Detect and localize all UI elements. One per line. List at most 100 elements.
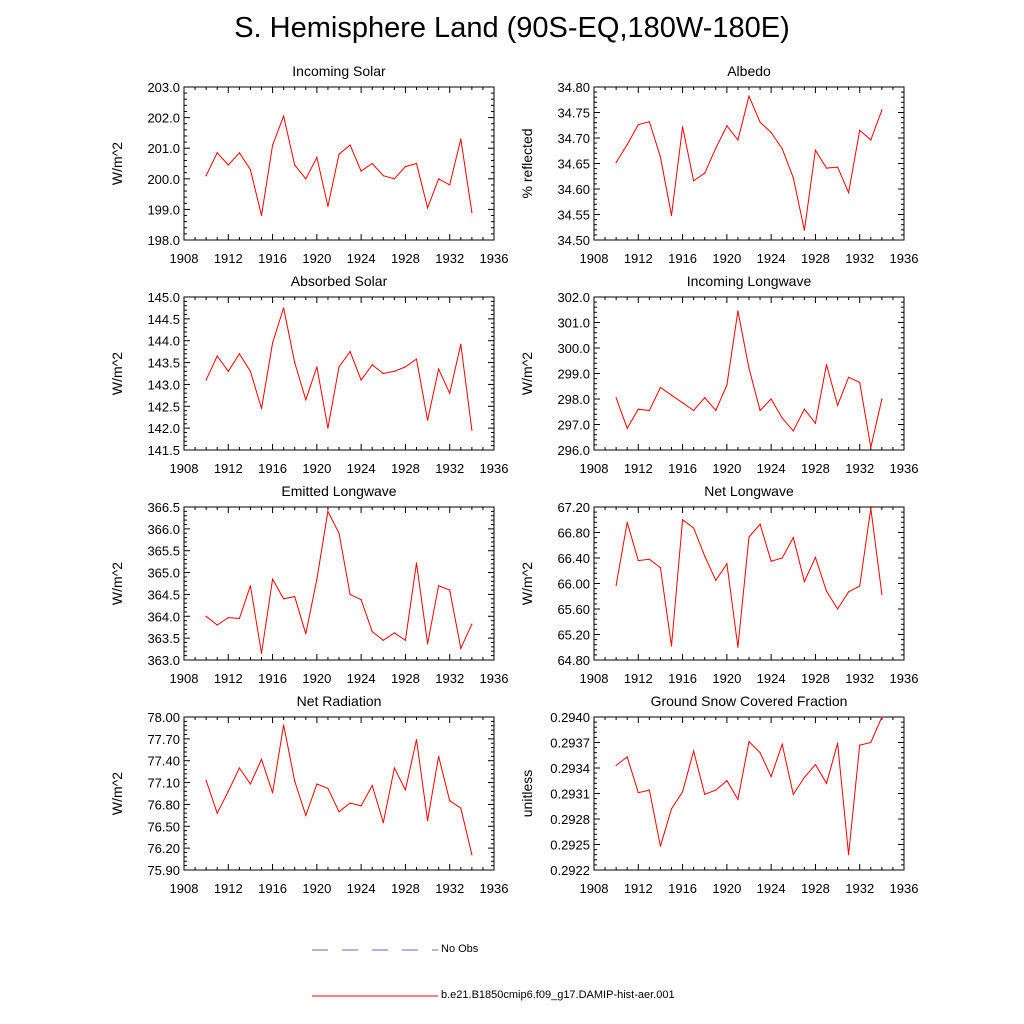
data-point — [859, 381, 861, 384]
panel-net-radiation: Net Radiation W/m^2 1908 1912 1916 1920 1924 19… — [109, 693, 508, 896]
data-point — [305, 178, 307, 180]
data-point — [205, 379, 207, 381]
data-point — [748, 741, 750, 743]
data-point — [393, 370, 395, 372]
data-point — [681, 402, 684, 404]
data-point — [870, 139, 872, 141]
data-point — [305, 399, 307, 401]
y-tick-label: 34.60 — [557, 182, 590, 197]
y-axis-label: W/m^2 — [519, 562, 535, 605]
data-point — [781, 148, 783, 150]
x-tick-label: 1936 — [890, 881, 919, 896]
data-point — [737, 798, 739, 801]
x-tick-label: 1936 — [480, 671, 509, 686]
x-tick-label: 1908 — [170, 671, 199, 686]
data-point — [460, 138, 462, 140]
data-point — [848, 191, 850, 194]
data-point — [781, 557, 783, 559]
data-point — [748, 367, 750, 369]
y-axis-label: W/m^2 — [519, 352, 535, 395]
data-point — [404, 789, 407, 791]
data-point — [216, 152, 218, 154]
y-tick-label: 77.70 — [147, 732, 180, 747]
x-tick-label: 1924 — [347, 671, 376, 686]
x-tick-label: 1916 — [258, 671, 287, 686]
panel-incoming-longwave: Incoming Longwave W/m^2 1908 1912 1916 1920 19… — [519, 273, 918, 476]
data-point — [637, 124, 639, 126]
data-point — [693, 180, 695, 182]
y-tick-label: 302.0 — [557, 290, 590, 305]
data-point — [327, 427, 329, 429]
x-tick-label: 1908 — [170, 251, 199, 266]
data-point — [792, 177, 794, 179]
y-tick-label: 300.0 — [557, 341, 590, 356]
panel-title: Net Radiation — [297, 693, 382, 709]
data-point — [726, 780, 728, 782]
x-tick-label: 1912 — [214, 881, 243, 896]
panel-title: Net Longwave — [704, 483, 794, 499]
data-point — [294, 164, 296, 166]
data-point — [848, 854, 850, 856]
data-point — [449, 392, 451, 394]
x-tick-label: 1916 — [668, 251, 697, 266]
panel-title: Emitted Longwave — [281, 483, 396, 499]
data-point — [615, 161, 617, 164]
y-tick-label: 145.0 — [147, 290, 180, 305]
data-point — [294, 780, 296, 782]
y-tick-label: 34.70 — [557, 131, 590, 146]
y-tick-label: 64.80 — [557, 653, 590, 668]
x-tick-label: 1932 — [435, 251, 464, 266]
y-axis-label: W/m^2 — [109, 562, 125, 605]
data-point — [681, 126, 684, 128]
data-point — [471, 623, 473, 625]
data-point — [227, 370, 229, 372]
legend-model-line — [312, 995, 438, 997]
data-point — [216, 812, 218, 814]
data-point — [770, 398, 772, 400]
data-point — [382, 175, 384, 177]
data-point — [260, 652, 263, 655]
x-tick-label: 1912 — [624, 881, 653, 896]
data-point — [393, 178, 395, 180]
plot-frame — [183, 506, 495, 661]
data-point — [704, 397, 706, 399]
panel-title: Incoming Longwave — [687, 273, 812, 289]
data-point — [759, 523, 761, 525]
data-point — [670, 214, 673, 217]
x-tick-label: 1908 — [580, 671, 609, 686]
x-tick-label: 1928 — [801, 251, 830, 266]
data-point — [870, 741, 872, 744]
y-tick-label: 34.50 — [557, 233, 590, 248]
series-line — [615, 94, 883, 231]
data-point — [792, 430, 794, 432]
data-point — [637, 559, 639, 562]
x-tick-label: 1928 — [801, 671, 830, 686]
data-point — [316, 578, 318, 580]
data-point — [836, 742, 839, 744]
data-point — [626, 756, 628, 758]
data-point — [338, 366, 340, 368]
data-point — [349, 144, 351, 146]
y-tick-label: 77.10 — [147, 776, 180, 791]
data-point — [360, 599, 362, 601]
data-point — [704, 555, 706, 557]
data-point — [327, 787, 329, 790]
data-point — [316, 783, 318, 785]
x-tick-label: 1916 — [258, 251, 287, 266]
data-point — [715, 579, 717, 581]
data-point — [283, 307, 285, 309]
panel-ground-snow-covered-fraction: Ground Snow Covered Fraction unitless 1908… — [519, 693, 918, 896]
data-point — [659, 566, 662, 569]
data-point — [338, 811, 340, 813]
data-point — [715, 147, 717, 149]
data-point — [848, 591, 850, 593]
y-tick-label: 75.90 — [147, 863, 180, 878]
y-tick-label: 34.80 — [557, 80, 590, 95]
panel-incoming-solar: Incoming Solar W/m^2 1908 1912 1916 1920 1924 1… — [109, 63, 508, 266]
data-point — [881, 716, 883, 718]
data-point — [803, 229, 805, 231]
data-point — [371, 630, 373, 633]
figure-title: S. Hemisphere Land (90S-EQ,180W-180E) — [234, 12, 790, 44]
data-point — [814, 149, 817, 151]
